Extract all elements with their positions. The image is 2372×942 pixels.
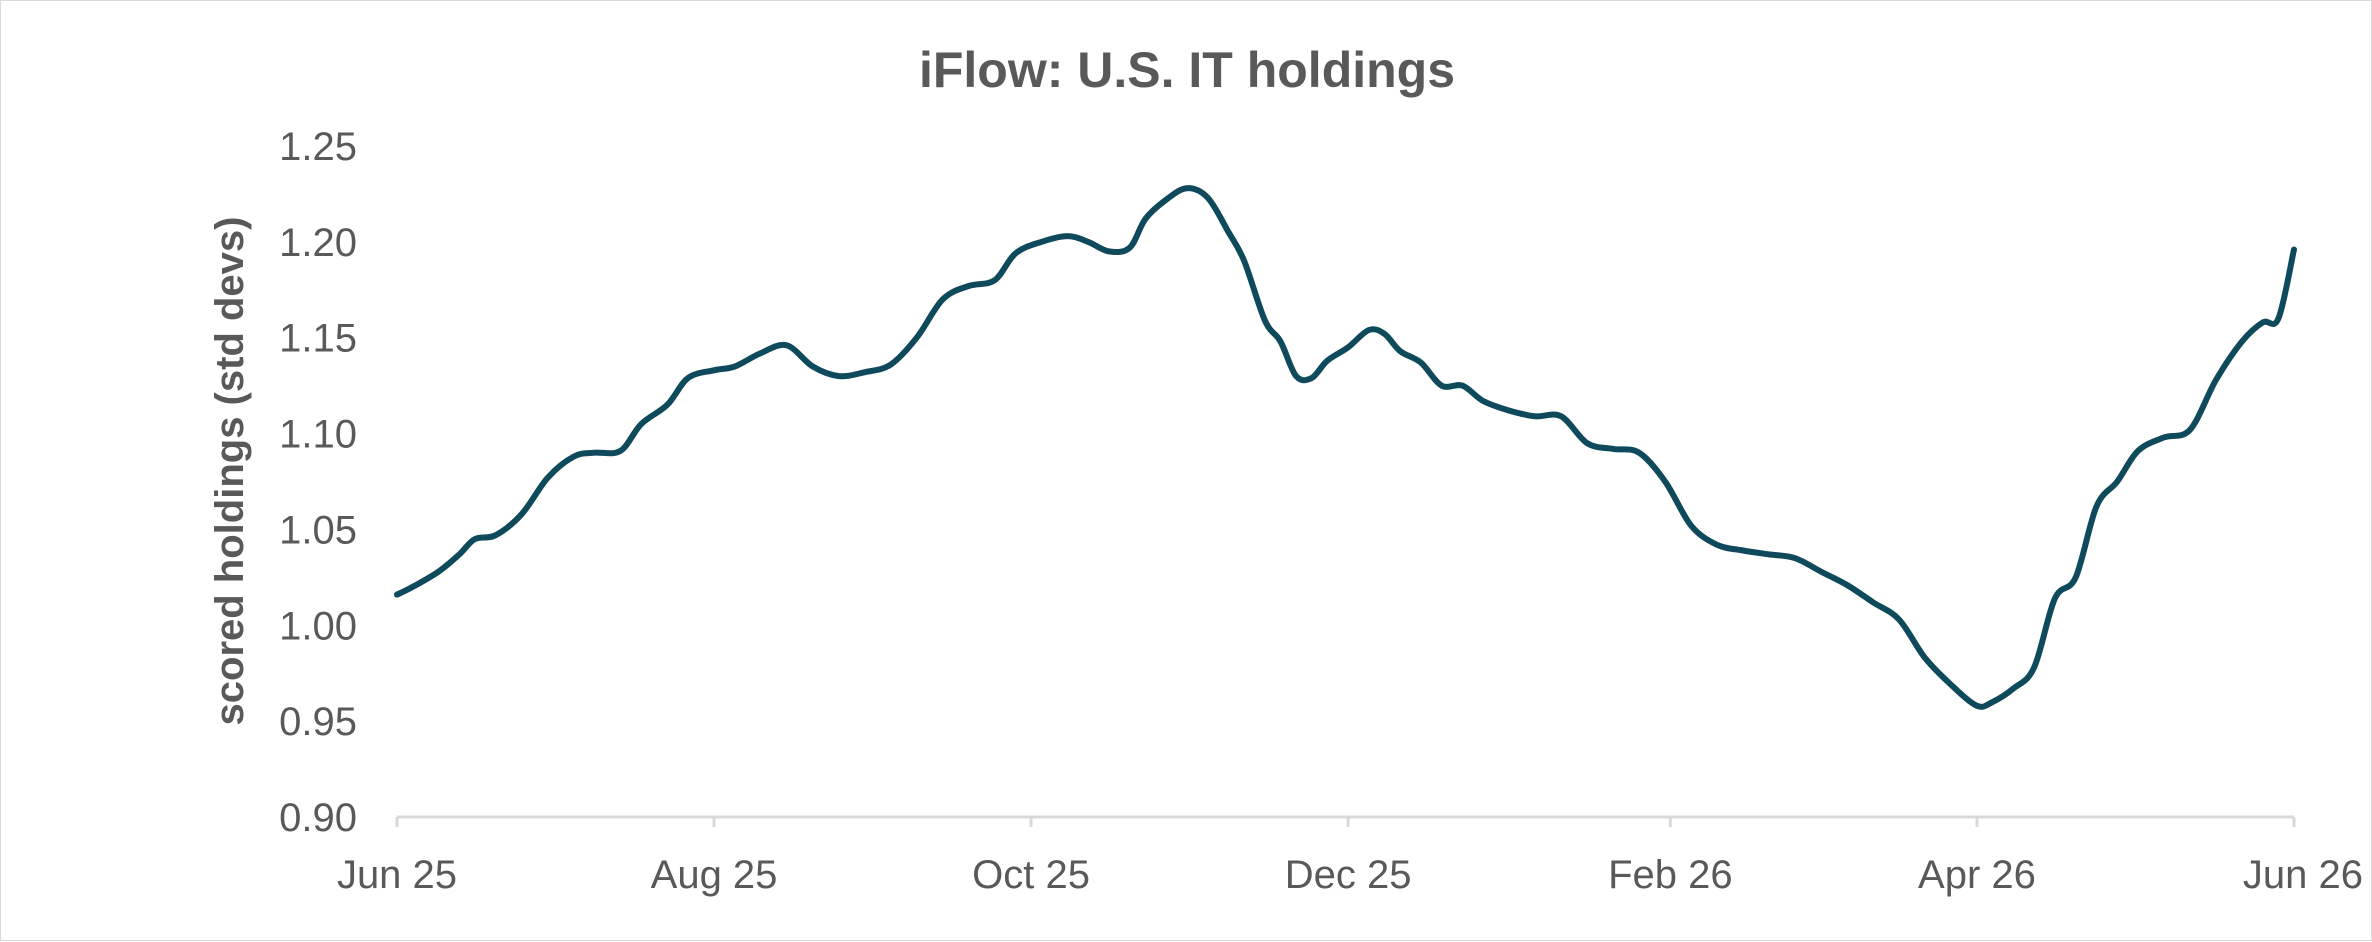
x-tick-label: Apr 26 xyxy=(1918,853,2036,897)
y-tick-label: 0.90 xyxy=(279,796,357,840)
y-tick-label: 1.10 xyxy=(279,413,357,457)
x-tick-labels: Jun 25 Aug 25 Oct 25 Dec 25 Feb 26 Apr 26 Jun … xyxy=(337,853,2363,897)
x-tick-label: Jun 26 xyxy=(2243,853,2363,897)
x-tick-label: Dec 25 xyxy=(1285,853,1412,897)
x-tick-label: Oct 25 xyxy=(972,853,1090,897)
y-tick-label: 0.95 xyxy=(279,700,357,744)
x-tick-label: Jun 25 xyxy=(337,853,457,897)
y-tick-label: 1.00 xyxy=(279,604,357,648)
y-tick-labels: 0.90 0.95 1.00 1.05 1.10 1.15 1.20 1.25 xyxy=(279,125,357,840)
y-tick-label: 1.15 xyxy=(279,317,357,361)
y-tick-label: 1.20 xyxy=(279,221,357,265)
y-tick-label: 1.25 xyxy=(279,125,357,169)
x-tick-marks xyxy=(395,817,2296,827)
y-axis-label: scored holdings (std devs) xyxy=(208,217,252,726)
x-tick-label: Aug 25 xyxy=(651,853,778,897)
chart-title: iFlow: U.S. IT holdings xyxy=(919,42,1455,98)
x-tick-label: Feb 26 xyxy=(1608,853,1733,897)
series-line xyxy=(394,185,2297,710)
y-tick-label: 1.05 xyxy=(279,508,357,552)
